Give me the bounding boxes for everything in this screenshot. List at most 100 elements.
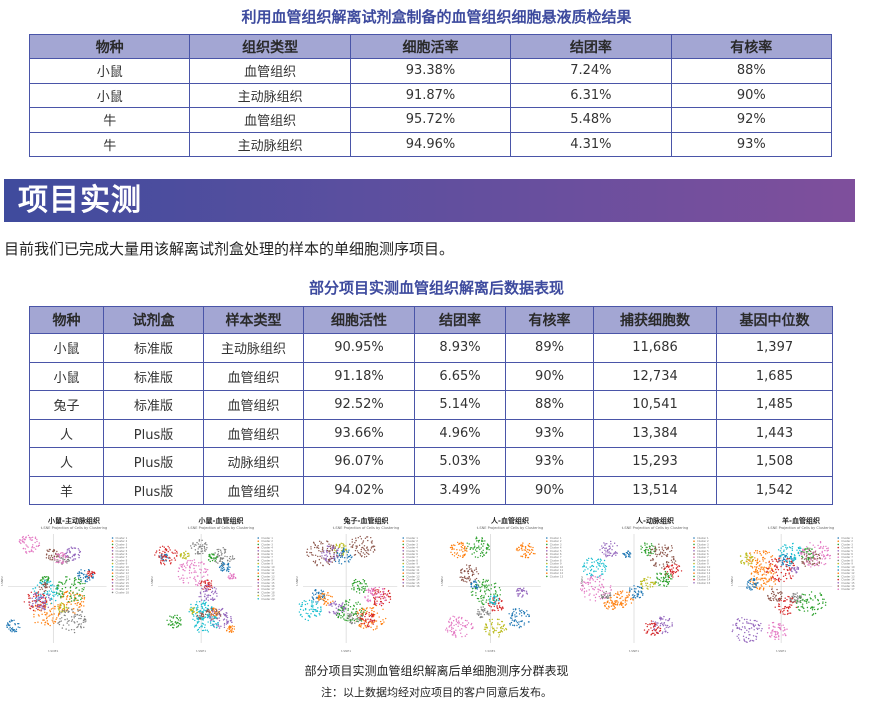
plot-subtitle: t-SNE Projection of Cells by Clustering	[40, 526, 108, 530]
legend-marker	[837, 566, 840, 568]
legend-marker	[693, 546, 695, 549]
legend-label: Cluster 1	[406, 536, 418, 540]
table-cell: 小鼠	[28, 58, 191, 84]
plot-subtitle: t-SNE Projection of Cells by Clustering	[187, 526, 255, 530]
legend-label: Cluster 13	[261, 574, 275, 578]
tsne-plot: 兔子-血管组织 t-SNE Projection of Cells by Clus…	[295, 516, 437, 659]
cluster-points	[639, 576, 657, 590]
cluster-points	[76, 568, 94, 583]
legend-label: Cluster 18	[116, 590, 130, 594]
legend-label: Cluster 12	[697, 571, 711, 575]
cluster-points	[650, 615, 673, 635]
legend-marker	[402, 553, 405, 555]
legend-label: Cluster 14	[116, 578, 130, 582]
cluster-points	[317, 591, 334, 606]
legend-marker	[402, 562, 405, 565]
cluster-points	[766, 621, 788, 641]
legend-marker	[402, 575, 405, 578]
table-cell: 93%	[505, 447, 594, 477]
cluster-points	[311, 589, 326, 603]
cluster-points	[582, 557, 608, 578]
cluster-points	[86, 570, 96, 580]
legend-label: Cluster 19	[261, 594, 275, 598]
plot-title: 羊-血管组织	[782, 517, 820, 525]
cluster-points	[355, 603, 387, 631]
legend-marker	[257, 591, 260, 594]
legend-marker	[402, 550, 405, 552]
legend-marker	[257, 537, 260, 539]
legend-label: Cluster 9	[550, 562, 562, 566]
legend-label: Cluster 5	[841, 549, 853, 553]
cluster-points	[640, 542, 657, 557]
legend-marker	[837, 550, 840, 552]
legend-marker	[111, 575, 114, 578]
table-cell: 5.14%	[414, 390, 506, 420]
table-cell: 15,293	[593, 447, 717, 477]
table-cell: 94.02%	[303, 475, 415, 505]
legend-label: Cluster 4	[406, 546, 418, 550]
column-header: 样本类型	[203, 306, 304, 334]
x-axis-label: t-SNE1	[629, 649, 639, 653]
legend-marker	[693, 553, 695, 555]
legend-label: Cluster 13	[116, 574, 130, 578]
table-cell: 小鼠	[28, 82, 191, 108]
legend-marker	[257, 543, 260, 546]
legend-marker	[546, 562, 548, 565]
legend-marker	[257, 578, 260, 581]
table-cell: 标准版	[103, 390, 204, 420]
table-row: 兔子 标准版 血管组织 92.52% 5.14% 88% 10,541 1,485	[29, 390, 833, 420]
plot-subtitle: t-SNE Projection of Cells by Clustering	[767, 526, 835, 530]
cluster-points	[731, 617, 763, 643]
table-cell: 90%	[670, 82, 833, 108]
legend-marker	[111, 559, 114, 562]
legend-marker	[837, 569, 840, 571]
legend-label: Cluster 14	[697, 578, 711, 582]
legend-marker	[257, 572, 260, 574]
legend-label: Cluster 7	[406, 555, 418, 559]
table-cell: 血管组织	[203, 390, 304, 420]
y-axis-label: t-SNE2	[150, 576, 154, 586]
column-header: 试剂盒	[103, 306, 204, 334]
legend-marker	[693, 569, 695, 571]
table-cell: 标准版	[103, 361, 204, 391]
column-header: 细胞活性	[303, 306, 415, 334]
table-cell: 91.18%	[303, 361, 415, 391]
cluster-points	[207, 553, 218, 563]
legend-label: Cluster 20	[261, 597, 275, 601]
table-cell: Plus版	[103, 447, 204, 477]
legend-label: Cluster 14	[261, 578, 275, 582]
table-cell: 90%	[505, 361, 594, 391]
table-cell: 90.95%	[303, 333, 415, 363]
table-cell: 血管组织	[189, 107, 351, 133]
table-cell: 12,734	[593, 361, 717, 391]
legend-label: Cluster 16	[116, 584, 130, 588]
legend-label: Cluster 12	[116, 571, 130, 575]
legend-label: Cluster 9	[261, 562, 273, 566]
qc-table: 物种 组织类型 细胞活率 结团率 有核率 小鼠 血管组织 93.38% 7.24% 88% 小鼠 主动…	[28, 34, 833, 157]
legend-marker	[402, 569, 405, 571]
cluster-points	[508, 608, 530, 629]
column-header: 细胞活率	[349, 34, 512, 59]
table-row: 小鼠 血管组织 93.38% 7.24% 88%	[28, 58, 833, 84]
legend-label: Cluster 6	[550, 552, 562, 556]
cluster-points	[53, 551, 69, 564]
cluster-points	[39, 575, 50, 585]
table-cell: 血管组织	[203, 475, 304, 505]
cluster-points	[166, 614, 182, 629]
table-cell: 89%	[505, 333, 594, 363]
x-axis-label: t-SNE1	[48, 649, 58, 653]
legend-label: Cluster 6	[406, 552, 418, 556]
legend-label: Cluster 6	[697, 552, 709, 556]
legend-marker	[111, 546, 114, 549]
column-header: 结团率	[510, 34, 672, 59]
legend-marker	[257, 588, 260, 590]
cluster-points	[799, 541, 832, 568]
legend-label: Cluster 1	[841, 536, 853, 540]
cluster-points	[349, 535, 376, 558]
legend-label: Cluster 11	[550, 568, 564, 572]
legend-marker	[111, 578, 114, 581]
legend-label: Cluster 17	[261, 587, 275, 591]
cluster-points	[622, 550, 632, 559]
table-cell: 93%	[505, 418, 594, 448]
legend-label: Cluster 5	[550, 549, 562, 553]
